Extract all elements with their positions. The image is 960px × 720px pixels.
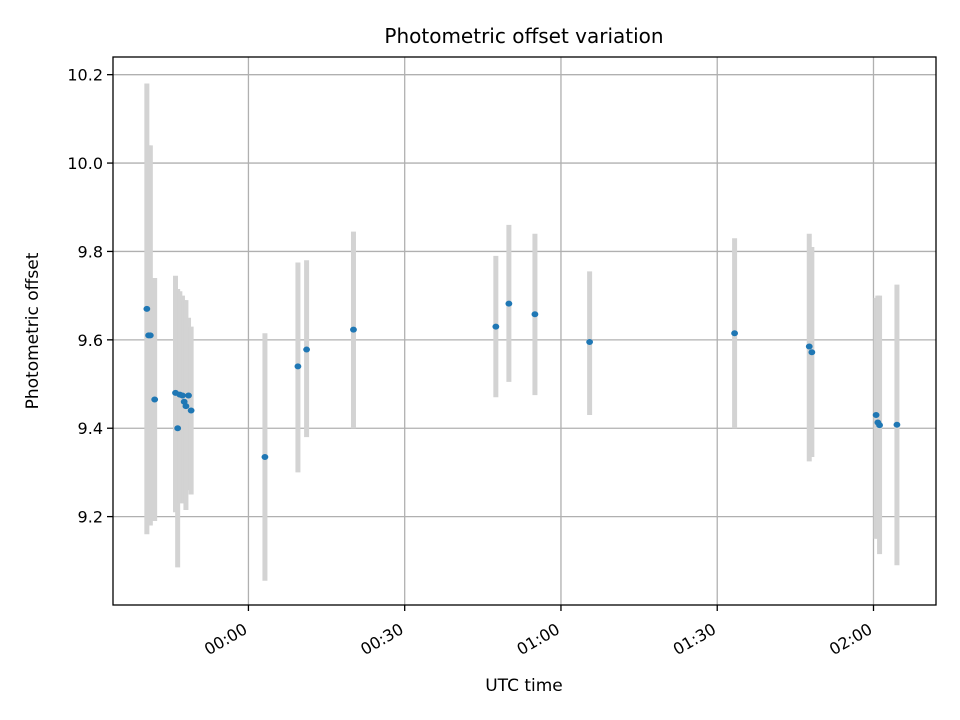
data-point — [146, 332, 154, 339]
chart-title: Photometric offset variation — [384, 24, 663, 48]
x-tick-label: 01:00 — [514, 619, 563, 659]
y-tick-label: 9.6 — [78, 331, 103, 350]
data-point — [294, 363, 302, 370]
data-point — [185, 392, 192, 399]
data-point — [531, 311, 539, 318]
data-point — [143, 305, 151, 312]
data-point — [151, 396, 159, 403]
error-bars — [144, 83, 900, 581]
data-point — [492, 323, 500, 330]
data-point — [505, 300, 513, 307]
data-point — [350, 326, 357, 333]
x-axis-label: UTC time — [485, 676, 563, 696]
data-point — [731, 330, 738, 337]
data-point — [179, 392, 186, 399]
y-tick-label: 9.4 — [78, 419, 103, 438]
y-axis-label: Photometric offset — [23, 252, 43, 409]
x-tick-label: 02:00 — [826, 619, 875, 659]
y-tick-label: 10.2 — [67, 66, 103, 85]
data-point — [174, 425, 182, 432]
x-axis: 00:00 00:30 01:00 01:30 02:00 — [201, 605, 875, 659]
data-point — [808, 349, 816, 356]
data-point — [182, 403, 190, 410]
data-points — [143, 300, 901, 460]
plot-area-frame — [112, 56, 937, 606]
x-tick-label: 00:00 — [201, 619, 250, 659]
data-point — [303, 346, 310, 353]
grid — [113, 57, 936, 605]
y-tick-label: 9.2 — [78, 508, 103, 527]
x-tick-label: 01:30 — [670, 619, 719, 659]
x-tick-label: 00:30 — [357, 619, 406, 659]
data-point — [187, 407, 195, 414]
y-tick-label: 9.8 — [78, 242, 103, 261]
data-point — [261, 453, 269, 460]
data-point — [872, 411, 880, 418]
data-point — [586, 339, 594, 346]
data-point — [805, 343, 813, 350]
y-axis: 9.2 9.4 9.6 9.8 10.0 10.2 — [67, 66, 113, 527]
y-tick-label: 10.0 — [67, 154, 103, 173]
data-point — [893, 421, 901, 428]
data-point — [876, 422, 883, 429]
